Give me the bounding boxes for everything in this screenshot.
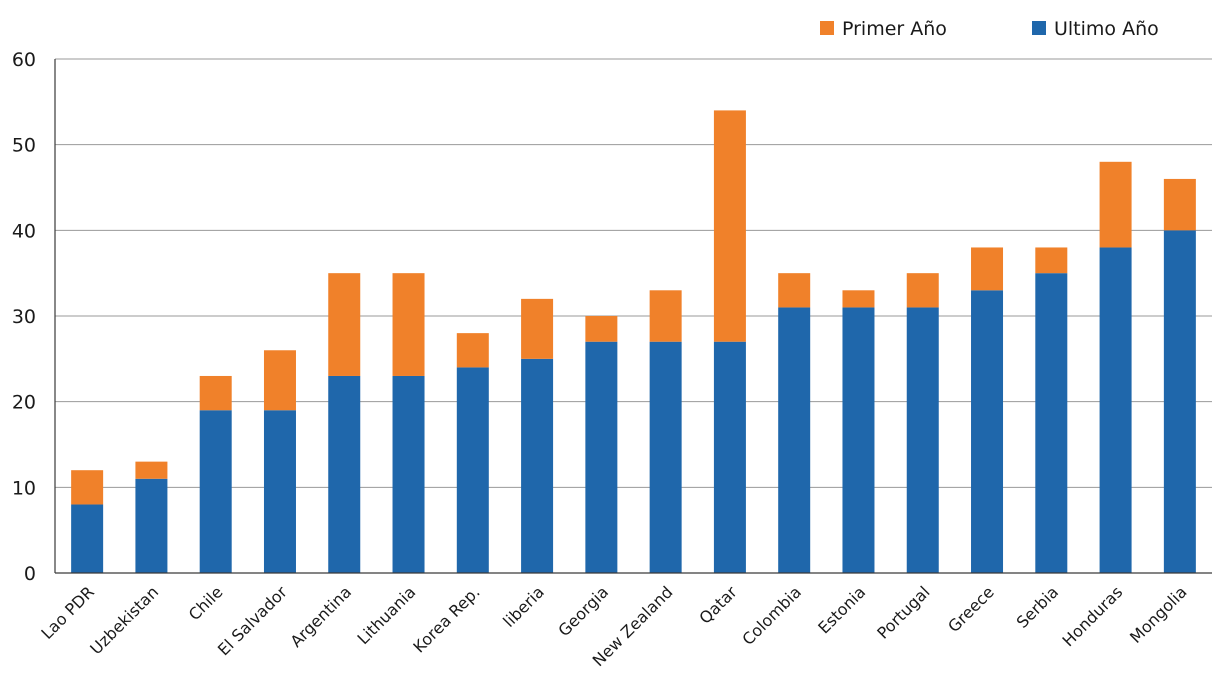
x-tick-label: Colombia [738, 582, 805, 649]
x-tick-label: Argentina [286, 582, 355, 651]
bar-primer-ano [842, 290, 875, 308]
bar-ultimo-ano [263, 410, 296, 573]
bar-ultimo-ano [1035, 273, 1068, 573]
grid-lines [55, 58, 1212, 488]
x-tick-label: Georgia [554, 582, 612, 640]
bar-ultimo-ano [1163, 230, 1196, 574]
bar-primer-ano [649, 290, 682, 342]
bar-ultimo-ano [649, 341, 682, 573]
bar-primer-ano [1163, 178, 1196, 231]
x-tick-label: Honduras [1059, 582, 1127, 650]
bar-primer-ano [135, 461, 168, 479]
bars [71, 110, 1196, 574]
x-tick-label: Korea Rep. [409, 582, 483, 656]
y-tick-label: 10 [12, 477, 36, 499]
chart-legend: Primer Año Ultimo Año [820, 18, 1159, 40]
x-tick-label: Lao PDR [37, 582, 98, 643]
axes [54, 59, 1212, 574]
bar-ultimo-ano [456, 367, 489, 573]
bar-primer-ano [778, 273, 811, 308]
bar-ultimo-ano [521, 358, 554, 573]
x-tick-label: Portugal [873, 582, 933, 642]
x-tick-label: Chile [185, 582, 227, 624]
bar-ultimo-ano [842, 307, 875, 573]
bar-ultimo-ano [199, 410, 232, 573]
y-tick-label: 40 [12, 220, 36, 242]
bar-ultimo-ano [713, 341, 746, 573]
bar-primer-ano [456, 333, 489, 368]
legend-label: Primer Año [842, 18, 947, 40]
bar-primer-ano [392, 273, 425, 376]
bar-primer-ano [328, 273, 361, 376]
legend-swatch [1032, 21, 1046, 35]
bar-primer-ano [71, 470, 104, 505]
bar-primer-ano [1035, 247, 1068, 274]
y-tick-label: 0 [24, 563, 36, 585]
bar-ultimo-ano [971, 290, 1004, 573]
x-tick-label: liberia [499, 582, 548, 631]
legend-label: Ultimo Año [1054, 18, 1159, 40]
y-axis-ticks: 0 10 20 30 40 50 60 [12, 49, 36, 585]
bar-ultimo-ano [906, 307, 939, 573]
x-tick-label: Lithuania [354, 582, 420, 648]
bar-ultimo-ano [328, 375, 361, 573]
bar-primer-ano [906, 273, 939, 308]
bar-primer-ano [585, 316, 618, 342]
y-tick-label: 60 [12, 49, 36, 71]
bar-primer-ano [521, 298, 554, 359]
x-tick-label: Uzbekistan [86, 582, 162, 658]
x-tick-label: Estonia [814, 582, 869, 637]
bar-primer-ano [199, 375, 232, 411]
x-tick-label: Serbia [1013, 582, 1062, 631]
bar-ultimo-ano [392, 375, 425, 573]
bar-primer-ano [971, 247, 1004, 291]
x-tick-label: Qatar [695, 582, 741, 628]
bar-ultimo-ano [778, 307, 811, 573]
bar-primer-ano [263, 350, 296, 411]
y-tick-label: 30 [12, 306, 36, 328]
x-tick-label: Greece [944, 582, 998, 636]
bar-ultimo-ano [135, 478, 168, 573]
bar-ultimo-ano [585, 341, 618, 573]
y-tick-label: 20 [12, 392, 36, 414]
bar-ultimo-ano [1099, 247, 1132, 573]
legend-swatch [820, 21, 834, 35]
y-tick-label: 50 [12, 135, 36, 157]
bar-ultimo-ano [71, 504, 104, 573]
bar-primer-ano [1099, 161, 1132, 248]
x-tick-label: El Salvador [214, 582, 291, 659]
x-tick-label: Mongolia [1126, 582, 1191, 647]
bar-primer-ano [713, 110, 746, 342]
